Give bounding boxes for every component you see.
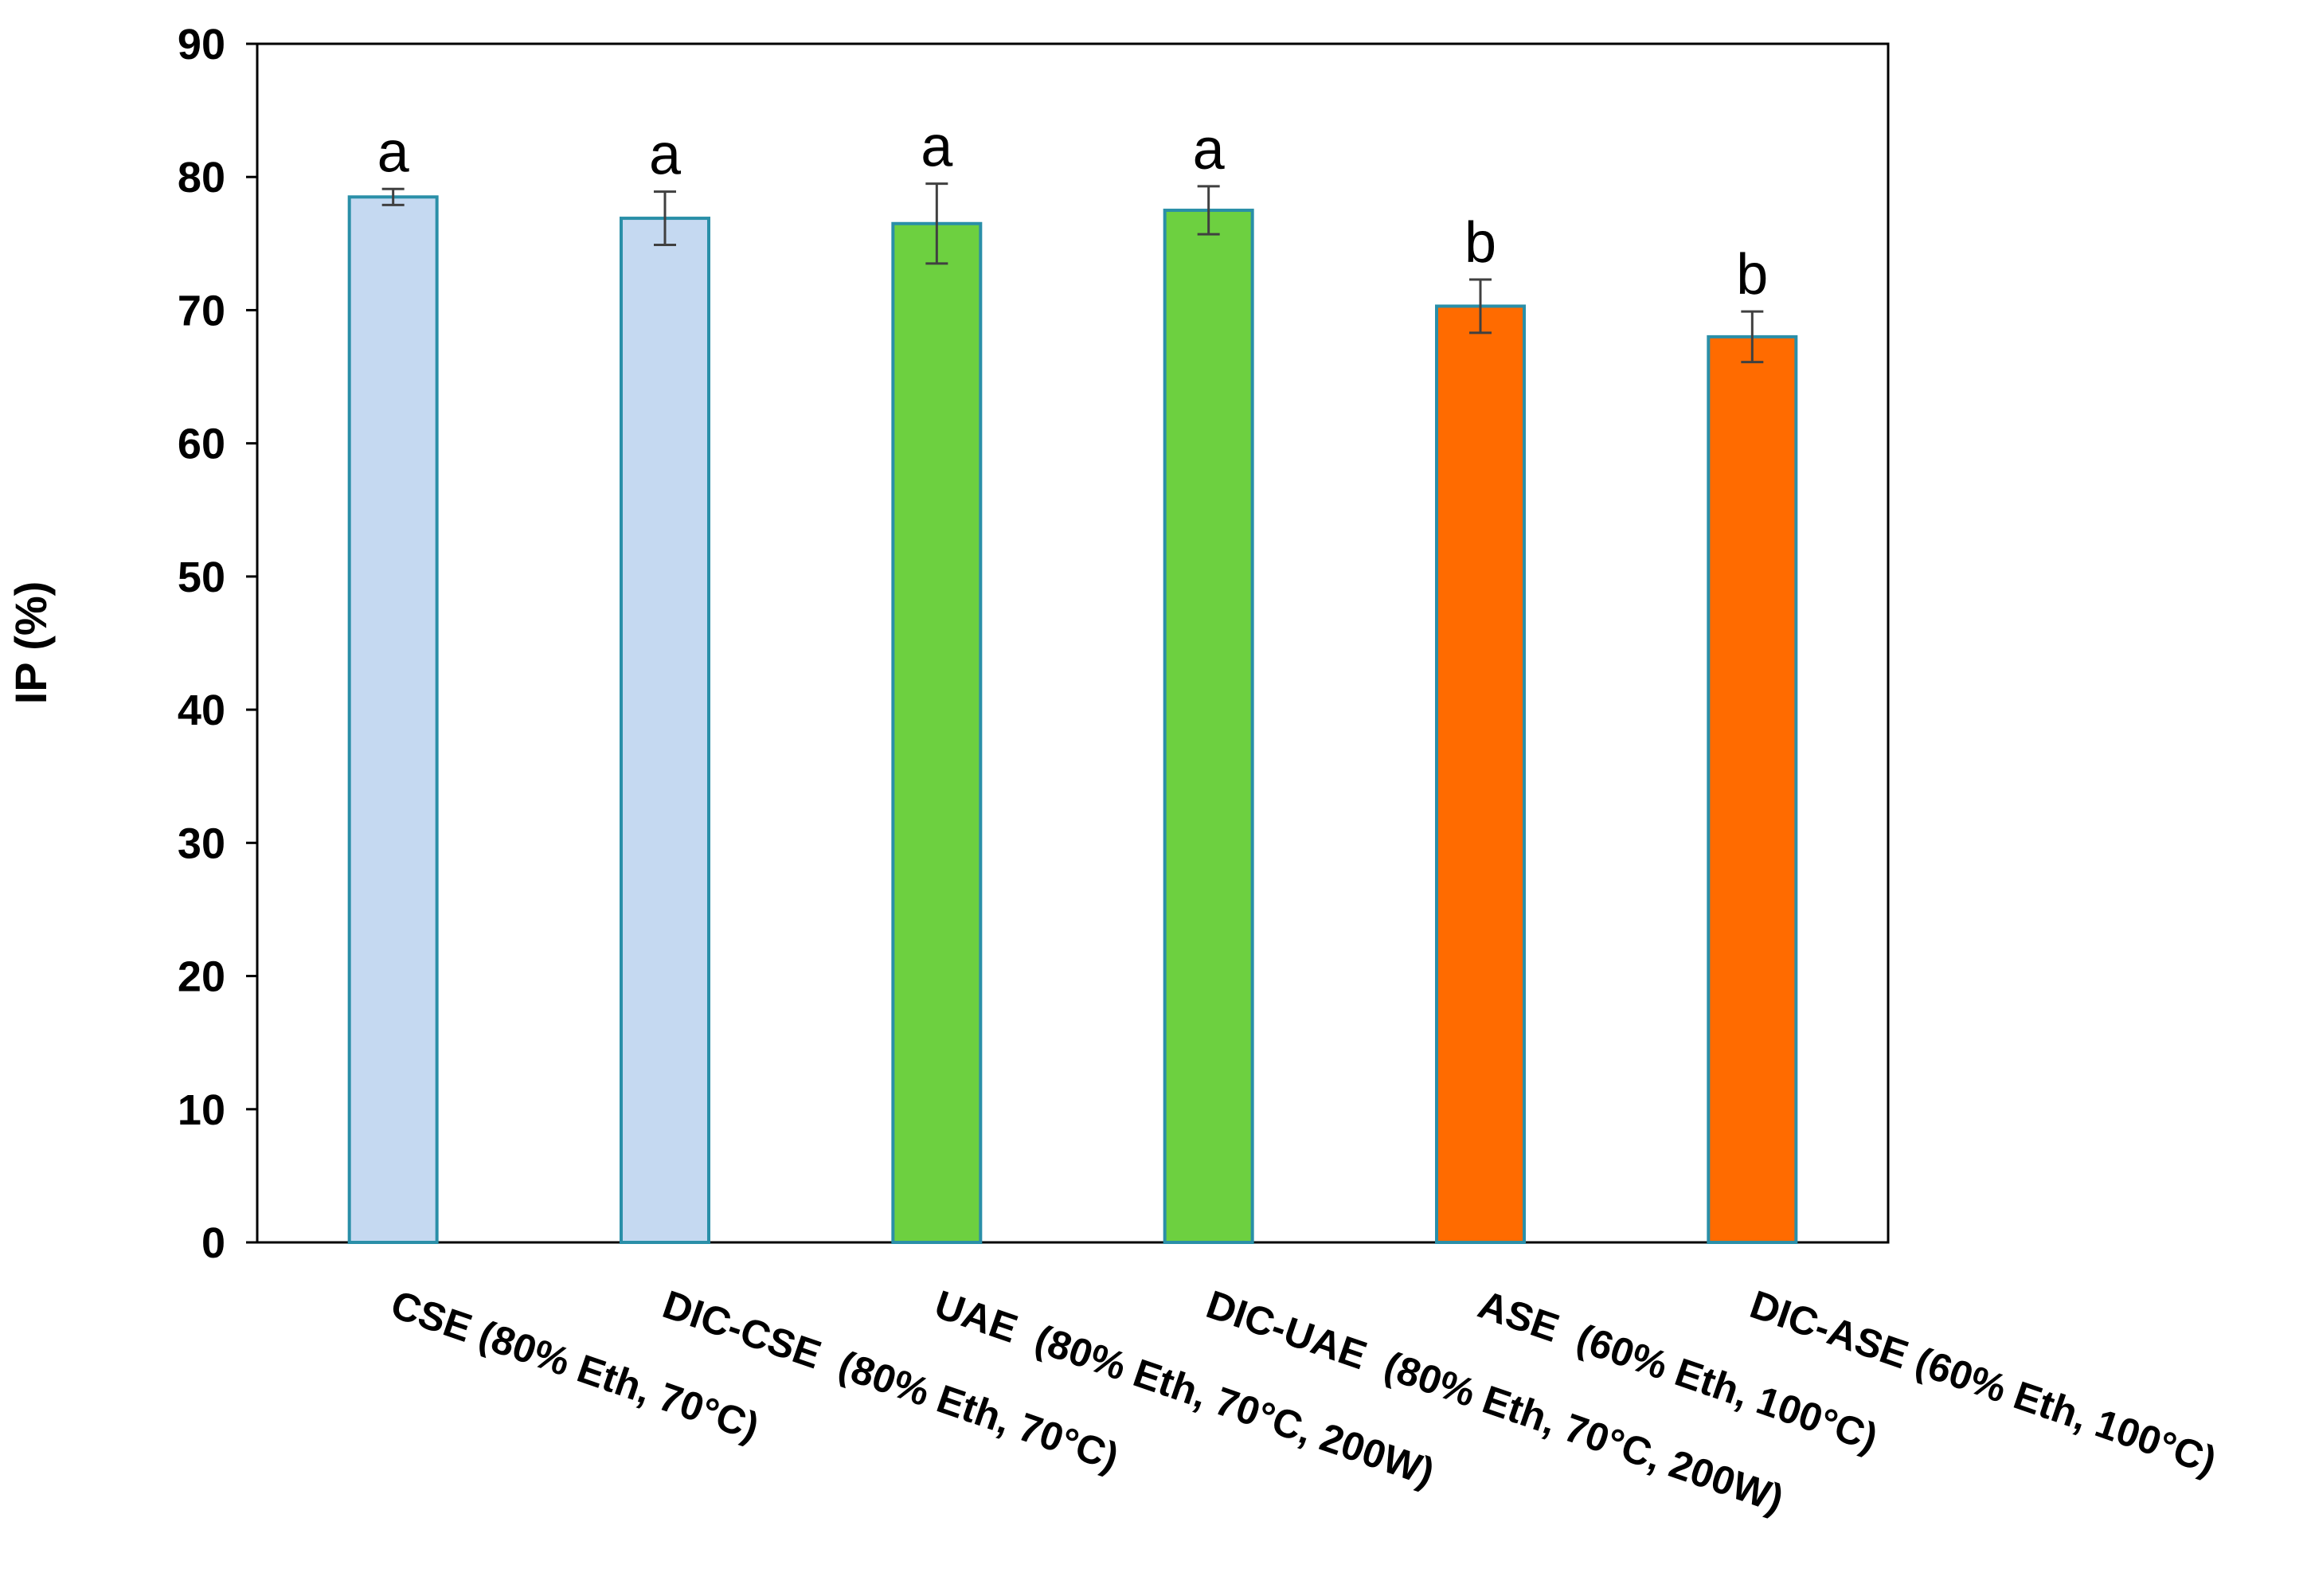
error-bar bbox=[1741, 310, 1764, 364]
x-category-label: DIC-CSE (80% Eth, 70°C) bbox=[657, 1281, 1124, 1480]
x-axis: CSE (80% Eth, 70°C)DIC-CSE (80% Eth, 70°… bbox=[385, 1281, 2222, 1521]
significance-label: a bbox=[377, 120, 410, 184]
error-bar bbox=[654, 190, 676, 247]
significance-label: b bbox=[1464, 211, 1496, 275]
bar bbox=[620, 217, 710, 1244]
y-tick-label: 50 bbox=[178, 554, 225, 601]
error-bar bbox=[925, 182, 948, 265]
plot-frame bbox=[256, 42, 1890, 1244]
y-tick-label: 0 bbox=[201, 1219, 225, 1267]
significance-label: a bbox=[1193, 118, 1226, 182]
x-category-label: UAE (80% Eth, 70°C, 200W) bbox=[929, 1281, 1440, 1495]
bar bbox=[1435, 304, 1526, 1245]
significance-labels: a a a a b b bbox=[377, 115, 1769, 307]
error-bar bbox=[381, 187, 405, 206]
significance-label: a bbox=[649, 123, 682, 187]
error-bar bbox=[1197, 185, 1220, 236]
y-axis: 0 10 20 30 40 50 60 70 80 90 bbox=[178, 21, 257, 1267]
y-tick-label: 70 bbox=[178, 287, 225, 334]
y-tick-label: 80 bbox=[178, 154, 225, 201]
x-category-label: DIC-ASE (60% Eth, 100°C) bbox=[1745, 1281, 2222, 1483]
significance-label: a bbox=[921, 115, 953, 179]
y-tick-label: 60 bbox=[178, 421, 225, 468]
bar bbox=[1163, 209, 1254, 1244]
y-tick-label: 90 bbox=[178, 21, 225, 68]
y-tick-label: 40 bbox=[178, 687, 225, 734]
error-bar bbox=[1469, 278, 1492, 334]
y-axis-title: IP (%) bbox=[6, 581, 56, 705]
significance-label: b bbox=[1736, 243, 1768, 307]
bar bbox=[1707, 334, 1798, 1244]
y-tick-label: 20 bbox=[178, 953, 225, 1001]
error-bars bbox=[381, 182, 1764, 364]
y-tick-label: 10 bbox=[178, 1086, 225, 1134]
bar bbox=[891, 221, 983, 1244]
y-tick-label: 30 bbox=[178, 820, 225, 867]
bar bbox=[347, 195, 439, 1245]
bars bbox=[347, 195, 1798, 1245]
